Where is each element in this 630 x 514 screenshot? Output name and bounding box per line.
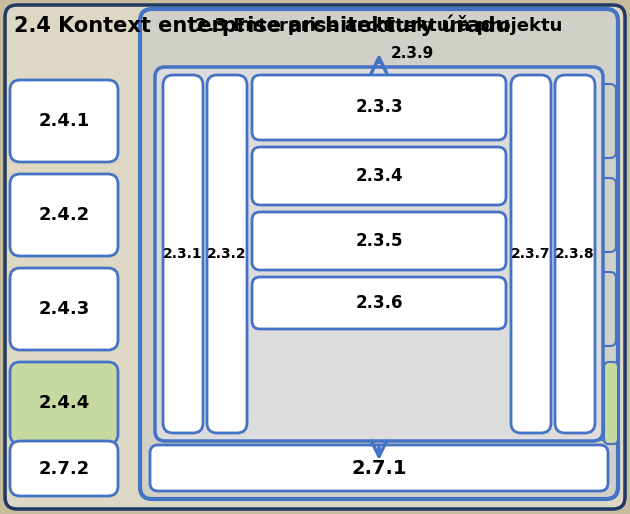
FancyBboxPatch shape: [10, 174, 118, 256]
FancyBboxPatch shape: [10, 362, 118, 444]
FancyBboxPatch shape: [252, 212, 506, 270]
Text: 2.3.5: 2.3.5: [355, 232, 403, 250]
FancyBboxPatch shape: [596, 84, 616, 158]
Text: 2.4.3: 2.4.3: [38, 300, 89, 318]
FancyBboxPatch shape: [604, 362, 618, 444]
Text: 2.3.4: 2.3.4: [355, 167, 403, 185]
FancyBboxPatch shape: [163, 75, 203, 433]
Text: 2.4.4: 2.4.4: [38, 394, 89, 412]
FancyBboxPatch shape: [252, 277, 506, 329]
FancyBboxPatch shape: [555, 75, 595, 433]
FancyBboxPatch shape: [155, 67, 603, 441]
Text: 2.3.3: 2.3.3: [355, 99, 403, 117]
FancyBboxPatch shape: [252, 75, 506, 140]
Text: 2.4 Kontext enterprise architektury úřadu: 2.4 Kontext enterprise architektury úřad…: [14, 14, 510, 35]
FancyBboxPatch shape: [10, 80, 118, 162]
Text: 2.3.8: 2.3.8: [555, 247, 595, 261]
Text: 2.4.1: 2.4.1: [38, 112, 89, 130]
FancyBboxPatch shape: [140, 9, 618, 499]
Text: 2.3.2: 2.3.2: [207, 247, 247, 261]
FancyBboxPatch shape: [596, 272, 616, 346]
Text: 2.7.2: 2.7.2: [38, 460, 89, 478]
FancyBboxPatch shape: [5, 5, 625, 509]
Text: 2.3.9: 2.3.9: [391, 46, 434, 61]
Text: 2.3.7: 2.3.7: [512, 247, 551, 261]
FancyBboxPatch shape: [596, 366, 616, 440]
FancyBboxPatch shape: [207, 75, 247, 433]
FancyBboxPatch shape: [10, 268, 118, 350]
Text: 2.3.6: 2.3.6: [355, 294, 403, 312]
FancyBboxPatch shape: [252, 147, 506, 205]
Text: 2.7.1: 2.7.1: [352, 458, 407, 478]
FancyBboxPatch shape: [10, 441, 118, 496]
Text: 2.3 Enterprise architektura projektu: 2.3 Enterprise architektura projektu: [195, 17, 563, 35]
FancyBboxPatch shape: [511, 75, 551, 433]
Text: 2.4.2: 2.4.2: [38, 206, 89, 224]
FancyBboxPatch shape: [150, 445, 608, 491]
Text: 2.3.1: 2.3.1: [163, 247, 203, 261]
FancyBboxPatch shape: [596, 178, 616, 252]
